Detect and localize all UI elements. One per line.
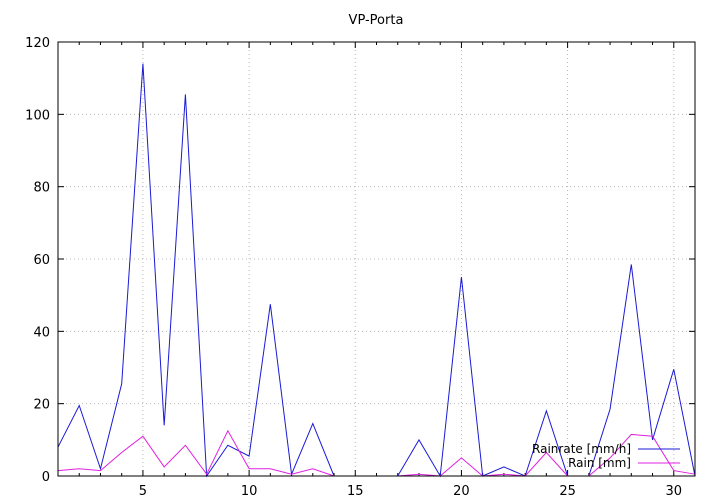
series-line-rainrate xyxy=(57,63,696,478)
x-tick-label: 20 xyxy=(453,484,470,499)
series-group xyxy=(57,63,696,478)
y-tick-label: 60 xyxy=(33,253,50,268)
x-tick-label: 5 xyxy=(139,484,147,499)
x-tick-label: 25 xyxy=(559,484,576,499)
chart-title: VP-Porta xyxy=(349,13,404,28)
grid xyxy=(58,42,695,476)
x-tick-label: 10 xyxy=(241,484,258,499)
x-tick-label: 30 xyxy=(665,484,682,499)
y-tick-label: 40 xyxy=(33,325,50,340)
legend: Rainrate [mm/h]Rain [mm] xyxy=(532,442,680,470)
legend-label: Rainrate [mm/h] xyxy=(532,442,631,456)
plot-frame xyxy=(57,41,696,477)
y-tick-label: 80 xyxy=(33,181,50,196)
axis-ticks: 0 20 40 60 80 100 120 5 10 15 20 25 30 xyxy=(25,36,696,499)
y-tick-label: 0 xyxy=(42,470,50,485)
x-tick-label: 15 xyxy=(347,484,364,499)
y-tick-label: 20 xyxy=(33,398,50,413)
legend-label: Rain [mm] xyxy=(568,456,631,470)
y-tick-label: 120 xyxy=(25,36,50,51)
y-tick-label: 100 xyxy=(25,108,50,123)
